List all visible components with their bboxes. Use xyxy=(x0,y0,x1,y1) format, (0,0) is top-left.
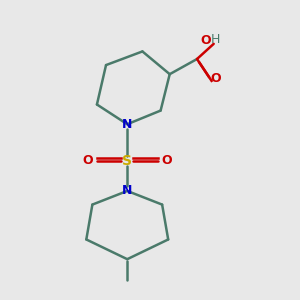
Text: N: N xyxy=(122,184,132,197)
Text: O: O xyxy=(82,154,93,167)
Text: H: H xyxy=(211,33,220,46)
Text: S: S xyxy=(122,154,132,168)
Text: O: O xyxy=(210,72,220,85)
Text: N: N xyxy=(122,118,132,131)
Text: O: O xyxy=(201,34,212,47)
Text: O: O xyxy=(161,154,172,167)
